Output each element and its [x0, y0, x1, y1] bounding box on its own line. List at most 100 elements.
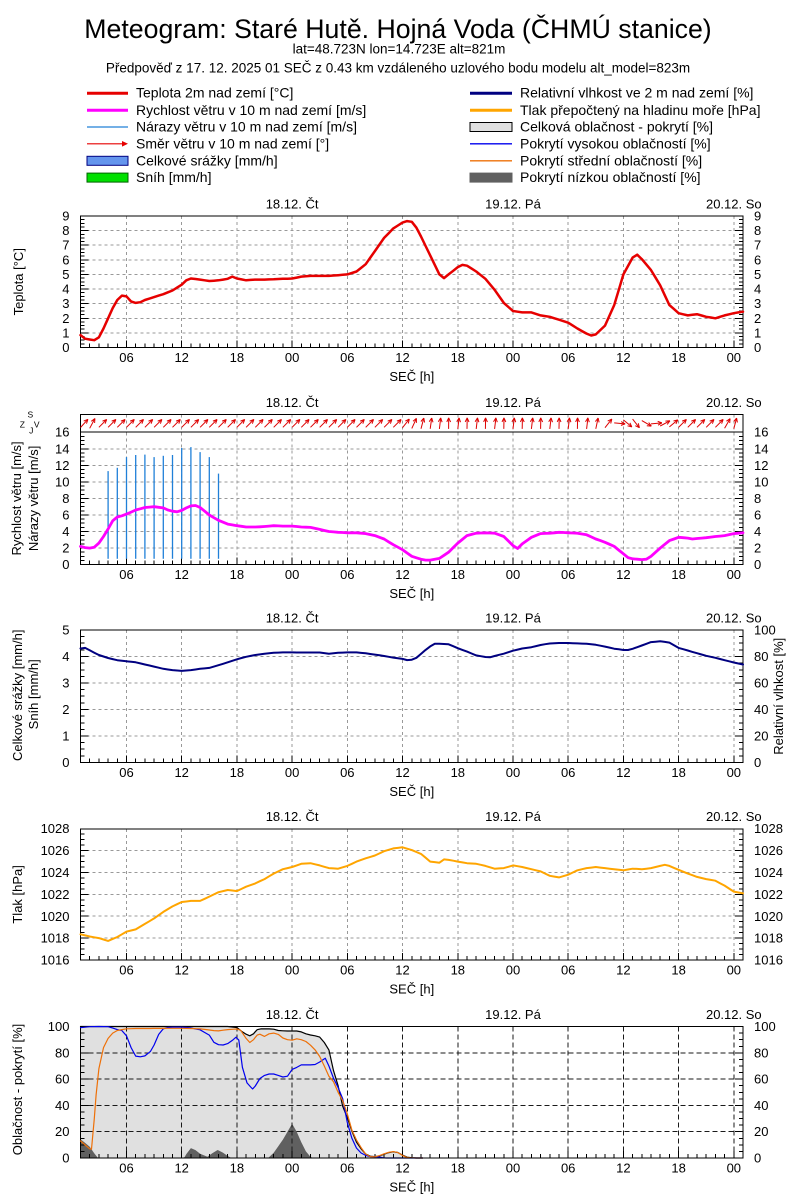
svg-text:100: 100 — [754, 623, 776, 638]
svg-text:16: 16 — [55, 425, 69, 440]
svg-text:Předpověď z 17. 12. 2025 01 SE: Předpověď z 17. 12. 2025 01 SEČ z 0.43 k… — [106, 61, 690, 76]
svg-text:40: 40 — [754, 702, 768, 717]
svg-text:20.12. So: 20.12. So — [706, 1007, 762, 1022]
svg-text:6: 6 — [754, 508, 761, 523]
svg-text:SEČ [h]: SEČ [h] — [389, 784, 434, 799]
svg-text:12: 12 — [754, 458, 768, 473]
svg-text:18.12. Čt: 18.12. Čt — [266, 395, 319, 410]
svg-text:Tlak přepočtený na hladinu moř: Tlak přepočtený na hladinu moře [hPa] — [520, 102, 760, 118]
svg-text:Nárazy větru v 10 m nad zemí [: Nárazy větru v 10 m nad zemí [m/s] — [136, 119, 357, 135]
svg-text:Teplota [°C]: Teplota [°C] — [11, 248, 26, 315]
svg-text:1: 1 — [62, 729, 69, 744]
svg-text:lat=48.723N lon=14.723E alt=82: lat=48.723N lon=14.723E alt=821m — [293, 42, 506, 57]
svg-text:10: 10 — [754, 474, 768, 489]
svg-text:0: 0 — [754, 340, 761, 355]
svg-text:12: 12 — [174, 350, 188, 365]
svg-text:SEČ [h]: SEČ [h] — [389, 1180, 434, 1195]
svg-text:Teplota 2m nad zemí [°C]: Teplota 2m nad zemí [°C] — [136, 85, 293, 101]
svg-text:3: 3 — [62, 296, 69, 311]
svg-text:00: 00 — [285, 350, 299, 365]
svg-text:00: 00 — [506, 1161, 520, 1176]
svg-text:5: 5 — [62, 623, 69, 638]
svg-text:2: 2 — [62, 541, 69, 556]
svg-text:12: 12 — [395, 963, 409, 978]
svg-text:18.12. Čt: 18.12. Čt — [266, 611, 319, 626]
svg-text:1026: 1026 — [754, 843, 783, 858]
svg-text:20.12. So: 20.12. So — [706, 809, 762, 824]
svg-text:12: 12 — [616, 1161, 630, 1176]
svg-text:0: 0 — [62, 557, 69, 572]
svg-text:60: 60 — [754, 1072, 768, 1087]
svg-text:1016: 1016 — [754, 953, 783, 968]
svg-text:06: 06 — [119, 1161, 133, 1176]
svg-text:Relativní vlhkost [%]: Relativní vlhkost [%] — [771, 638, 786, 755]
svg-text:80: 80 — [754, 649, 768, 664]
svg-text:18: 18 — [230, 765, 244, 780]
svg-text:Směr větru v 10 m nad zemí [°]: Směr větru v 10 m nad zemí [°] — [136, 135, 329, 151]
svg-text:5: 5 — [62, 267, 69, 282]
svg-text:12: 12 — [174, 1161, 188, 1176]
svg-text:Celkové srážky [mm/h]: Celkové srážky [mm/h] — [10, 630, 25, 761]
svg-text:2: 2 — [754, 541, 761, 556]
svg-text:1018: 1018 — [41, 931, 70, 946]
svg-text:18: 18 — [451, 765, 465, 780]
svg-text:1024: 1024 — [754, 865, 783, 880]
svg-text:Pokrytí nízkou oblačností [%]: Pokrytí nízkou oblačností [%] — [520, 169, 701, 185]
svg-text:5: 5 — [754, 267, 761, 282]
svg-text:4: 4 — [62, 524, 69, 539]
svg-text:Sníh [mm/h]: Sníh [mm/h] — [136, 169, 211, 185]
svg-text:06: 06 — [561, 1161, 575, 1176]
svg-text:Pokrytí střední oblačností [%]: Pokrytí střední oblačností [%] — [520, 152, 702, 168]
svg-text:06: 06 — [119, 350, 133, 365]
svg-text:06: 06 — [561, 350, 575, 365]
svg-text:10: 10 — [55, 474, 69, 489]
svg-text:14: 14 — [55, 441, 69, 456]
svg-text:60: 60 — [55, 1072, 69, 1087]
svg-text:4: 4 — [62, 649, 69, 664]
svg-text:14: 14 — [754, 441, 768, 456]
svg-text:00: 00 — [727, 1161, 741, 1176]
svg-text:Nárazy větru [m/s]: Nárazy větru [m/s] — [26, 446, 41, 551]
svg-text:00: 00 — [727, 567, 741, 582]
svg-text:1: 1 — [62, 325, 69, 340]
svg-text:00: 00 — [285, 765, 299, 780]
svg-text:1028: 1028 — [41, 821, 70, 836]
svg-text:18: 18 — [671, 567, 685, 582]
svg-text:12: 12 — [616, 567, 630, 582]
svg-text:18: 18 — [451, 350, 465, 365]
svg-text:20: 20 — [754, 729, 768, 744]
svg-text:12: 12 — [395, 350, 409, 365]
svg-text:Pokrytí vysokou oblačností [%]: Pokrytí vysokou oblačností [%] — [520, 135, 711, 151]
svg-text:06: 06 — [561, 765, 575, 780]
svg-text:12: 12 — [174, 963, 188, 978]
svg-text:6: 6 — [62, 508, 69, 523]
svg-text:1020: 1020 — [754, 909, 783, 924]
svg-text:SEČ [h]: SEČ [h] — [389, 586, 434, 601]
svg-text:Z: Z — [20, 420, 25, 430]
svg-text:12: 12 — [395, 567, 409, 582]
svg-text:SEČ [h]: SEČ [h] — [389, 369, 434, 384]
svg-text:18.12. Čt: 18.12. Čt — [266, 1007, 319, 1022]
svg-text:18.12. Čt: 18.12. Čt — [266, 197, 319, 212]
svg-text:12: 12 — [395, 765, 409, 780]
svg-text:12: 12 — [616, 963, 630, 978]
svg-text:4: 4 — [754, 524, 761, 539]
svg-text:06: 06 — [340, 765, 354, 780]
svg-text:00: 00 — [506, 765, 520, 780]
svg-text:18: 18 — [451, 567, 465, 582]
svg-text:1020: 1020 — [41, 909, 70, 924]
svg-text:8: 8 — [754, 491, 761, 506]
svg-text:12: 12 — [55, 458, 69, 473]
svg-text:S: S — [27, 410, 33, 420]
svg-text:18: 18 — [451, 1161, 465, 1176]
svg-text:Oblačnost - pokrytí [%]: Oblačnost - pokrytí [%] — [10, 1024, 25, 1156]
svg-text:00: 00 — [506, 350, 520, 365]
svg-text:00: 00 — [285, 1161, 299, 1176]
svg-text:19.12. Pá: 19.12. Pá — [485, 395, 541, 410]
svg-text:1028: 1028 — [754, 821, 783, 836]
svg-text:1016: 1016 — [41, 953, 70, 968]
svg-text:60: 60 — [754, 676, 768, 691]
svg-text:100: 100 — [48, 1019, 70, 1034]
svg-text:0: 0 — [62, 1151, 69, 1166]
svg-text:00: 00 — [727, 350, 741, 365]
